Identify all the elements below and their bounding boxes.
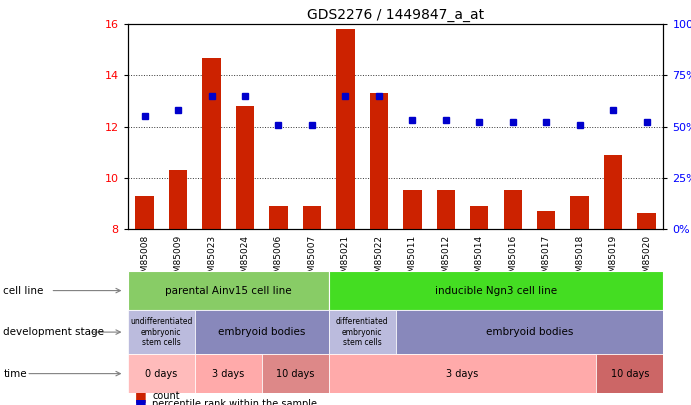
Text: 10 days: 10 days [611, 369, 649, 379]
Bar [195, 310, 329, 354]
Bar [303, 206, 321, 229]
Bar [329, 271, 663, 310]
Bar [195, 354, 262, 393]
Text: undifferentiated
embryonic
stem cells: undifferentiated embryonic stem cells [130, 317, 193, 347]
Bar [329, 310, 395, 354]
Bar [236, 106, 254, 229]
Bar [437, 190, 455, 229]
Text: count: count [152, 391, 180, 401]
Text: time: time [3, 369, 27, 379]
Text: parental Ainv15 cell line: parental Ainv15 cell line [165, 286, 292, 296]
Title: GDS2276 / 1449847_a_at: GDS2276 / 1449847_a_at [307, 8, 484, 22]
Bar [329, 354, 596, 393]
Bar [504, 190, 522, 229]
Text: embryoid bodies: embryoid bodies [218, 327, 305, 337]
Bar [403, 190, 422, 229]
Bar [604, 155, 623, 229]
Bar [169, 170, 187, 229]
Bar [135, 196, 154, 229]
Bar [637, 213, 656, 229]
Bar [269, 206, 287, 229]
Text: cell line: cell line [3, 286, 44, 296]
Bar [571, 196, 589, 229]
Text: ■: ■ [135, 390, 146, 403]
Text: 3 days: 3 days [212, 369, 245, 379]
Bar [202, 58, 220, 229]
Text: 3 days: 3 days [446, 369, 479, 379]
Bar [596, 354, 663, 393]
Bar [262, 354, 329, 393]
Text: 10 days: 10 days [276, 369, 314, 379]
Text: ■: ■ [135, 397, 146, 405]
Text: inducible Ngn3 cell line: inducible Ngn3 cell line [435, 286, 557, 296]
Bar [395, 310, 663, 354]
Text: embryoid bodies: embryoid bodies [486, 327, 573, 337]
Bar [470, 206, 489, 229]
Bar [370, 93, 388, 229]
Bar [128, 354, 195, 393]
Bar [337, 30, 354, 229]
Text: percentile rank within the sample: percentile rank within the sample [152, 399, 317, 405]
Text: development stage: development stage [3, 327, 104, 337]
Text: differentiated
embryonic
stem cells: differentiated embryonic stem cells [336, 317, 388, 347]
Bar [128, 271, 329, 310]
Text: 0 days: 0 days [145, 369, 178, 379]
Bar [128, 310, 195, 354]
Bar [537, 211, 556, 229]
